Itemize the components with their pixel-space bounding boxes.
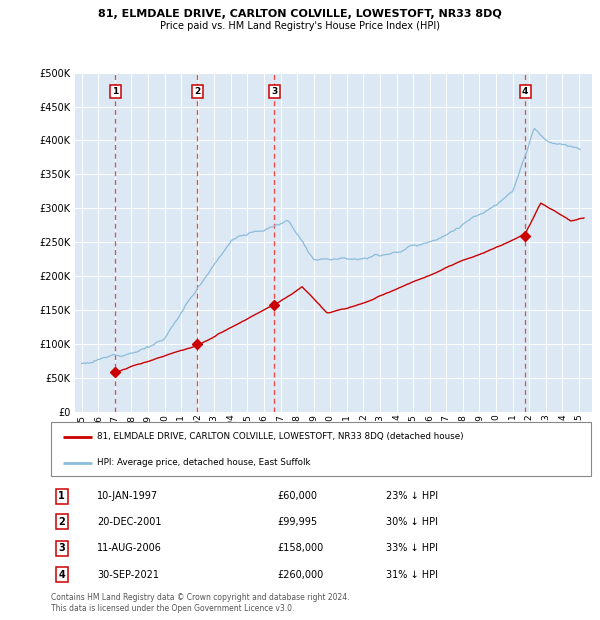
Text: £260,000: £260,000	[278, 570, 324, 580]
Text: 81, ELMDALE DRIVE, CARLTON COLVILLE, LOWESTOFT, NR33 8DQ (detached house): 81, ELMDALE DRIVE, CARLTON COLVILLE, LOW…	[97, 432, 464, 441]
Text: 33% ↓ HPI: 33% ↓ HPI	[386, 543, 438, 553]
Text: 23% ↓ HPI: 23% ↓ HPI	[386, 492, 438, 502]
Text: 20-DEC-2001: 20-DEC-2001	[97, 517, 161, 527]
Text: 31% ↓ HPI: 31% ↓ HPI	[386, 570, 438, 580]
Text: 10-JAN-1997: 10-JAN-1997	[97, 492, 158, 502]
Text: 4: 4	[58, 570, 65, 580]
Text: 3: 3	[271, 87, 277, 96]
Text: Contains HM Land Registry data © Crown copyright and database right 2024.: Contains HM Land Registry data © Crown c…	[51, 593, 349, 602]
Text: 2: 2	[58, 517, 65, 527]
FancyBboxPatch shape	[51, 422, 591, 476]
Text: 1: 1	[58, 492, 65, 502]
Text: HPI: Average price, detached house, East Suffolk: HPI: Average price, detached house, East…	[97, 458, 310, 467]
Text: £60,000: £60,000	[278, 492, 318, 502]
Text: 3: 3	[58, 543, 65, 553]
Text: £99,995: £99,995	[278, 517, 318, 527]
Text: £158,000: £158,000	[278, 543, 324, 553]
Text: 11-AUG-2006: 11-AUG-2006	[97, 543, 162, 553]
Text: This data is licensed under the Open Government Licence v3.0.: This data is licensed under the Open Gov…	[51, 604, 295, 613]
Text: 30-SEP-2021: 30-SEP-2021	[97, 570, 159, 580]
Text: 1: 1	[112, 87, 118, 96]
Text: 4: 4	[522, 87, 528, 96]
Text: 2: 2	[194, 87, 200, 96]
Text: 30% ↓ HPI: 30% ↓ HPI	[386, 517, 438, 527]
Text: 81, ELMDALE DRIVE, CARLTON COLVILLE, LOWESTOFT, NR33 8DQ: 81, ELMDALE DRIVE, CARLTON COLVILLE, LOW…	[98, 9, 502, 19]
Text: Price paid vs. HM Land Registry's House Price Index (HPI): Price paid vs. HM Land Registry's House …	[160, 21, 440, 31]
